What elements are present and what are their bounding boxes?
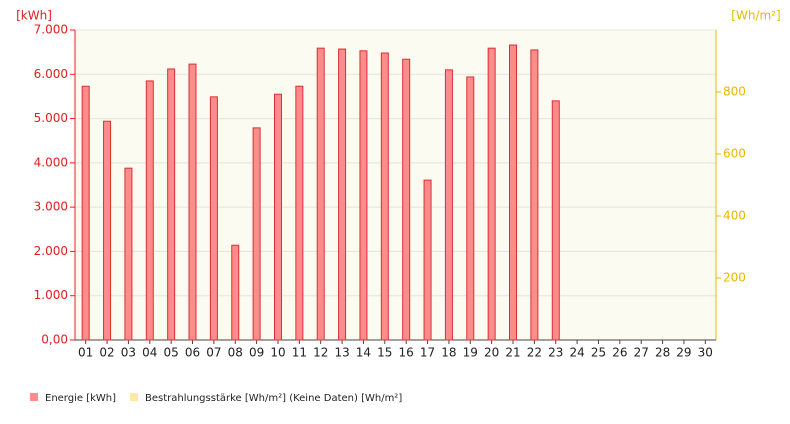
legend-label: Bestrahlungsstärke [Wh/m²] (Keine Daten)… xyxy=(145,393,402,404)
y2-tick-label: 600 xyxy=(723,147,746,161)
bar xyxy=(103,120,112,341)
x-tick-label: 06 xyxy=(185,346,200,360)
x-tick-label: 14 xyxy=(356,346,371,360)
x-tick-label: 26 xyxy=(612,346,627,360)
x-tick-label: 07 xyxy=(206,346,221,360)
bar xyxy=(466,76,475,341)
x-tick-label: 29 xyxy=(676,346,691,360)
y-tick-label: 6.000 xyxy=(34,67,68,81)
bar xyxy=(380,52,389,341)
bar xyxy=(81,85,90,341)
bar xyxy=(444,69,453,341)
bar xyxy=(273,93,282,341)
bar xyxy=(295,85,304,341)
x-tick-label: 01 xyxy=(78,346,93,360)
x-tick-label: 03 xyxy=(121,346,136,360)
y2-axis-title: [Wh/m²] xyxy=(731,9,780,23)
x-tick-label: 16 xyxy=(399,346,414,360)
y-axis-title: [kWh] xyxy=(16,9,52,23)
bar xyxy=(338,48,347,341)
bar xyxy=(167,68,176,341)
x-tick-label: 08 xyxy=(228,346,243,360)
bar xyxy=(231,244,240,341)
bar xyxy=(530,49,539,341)
bar xyxy=(487,47,496,341)
x-tick-label: 05 xyxy=(164,346,179,360)
x-tick-label: 24 xyxy=(569,346,584,360)
y-tick-label: 2.000 xyxy=(34,244,68,258)
plot-area xyxy=(75,30,716,340)
x-tick-label: 04 xyxy=(142,346,157,360)
y2-tick-label: 400 xyxy=(723,209,746,223)
bar xyxy=(359,50,368,341)
y-tick-label: 0,00 xyxy=(41,333,68,347)
x-tick-label: 12 xyxy=(313,346,328,360)
x-tick-label: 27 xyxy=(634,346,649,360)
bar xyxy=(188,63,197,341)
x-tick-label: 19 xyxy=(463,346,478,360)
y-tick-label: 4.000 xyxy=(34,155,68,169)
legend-label: Energie [kWh] xyxy=(45,393,116,404)
x-tick-label: 25 xyxy=(591,346,606,360)
x-tick-label: 28 xyxy=(655,346,670,360)
y-tick-label: 5.000 xyxy=(34,111,68,125)
x-tick-label: 20 xyxy=(484,346,499,360)
x-tick-label: 02 xyxy=(99,346,114,360)
bar xyxy=(423,179,432,341)
x-tick-label: 17 xyxy=(420,346,435,360)
bar xyxy=(509,44,518,341)
x-tick-label: 13 xyxy=(334,346,349,360)
x-tick-label: 11 xyxy=(292,346,307,360)
y2-tick-label: 200 xyxy=(723,271,746,285)
x-tick-label: 18 xyxy=(441,346,456,360)
bar xyxy=(316,47,325,341)
x-tick-label: 10 xyxy=(270,346,285,360)
x-tick-label: 23 xyxy=(548,346,563,360)
bar xyxy=(252,127,261,341)
y2-tick-label: 800 xyxy=(723,85,746,99)
x-tick-label: 09 xyxy=(249,346,264,360)
y-tick-label: 1.000 xyxy=(34,288,68,302)
x-tick-label: 22 xyxy=(527,346,542,360)
x-tick-label: 21 xyxy=(505,346,520,360)
x-tick-label: 15 xyxy=(377,346,392,360)
bar xyxy=(124,167,133,341)
bar xyxy=(402,58,411,341)
x-tick-label: 30 xyxy=(698,346,713,360)
bar xyxy=(551,100,560,341)
legend-swatch xyxy=(30,393,38,401)
y-tick-label: 3.000 xyxy=(34,200,68,214)
y-tick-label: 7.000 xyxy=(34,23,68,37)
bar xyxy=(209,96,218,341)
bar xyxy=(145,80,154,341)
legend-swatch xyxy=(130,393,138,401)
